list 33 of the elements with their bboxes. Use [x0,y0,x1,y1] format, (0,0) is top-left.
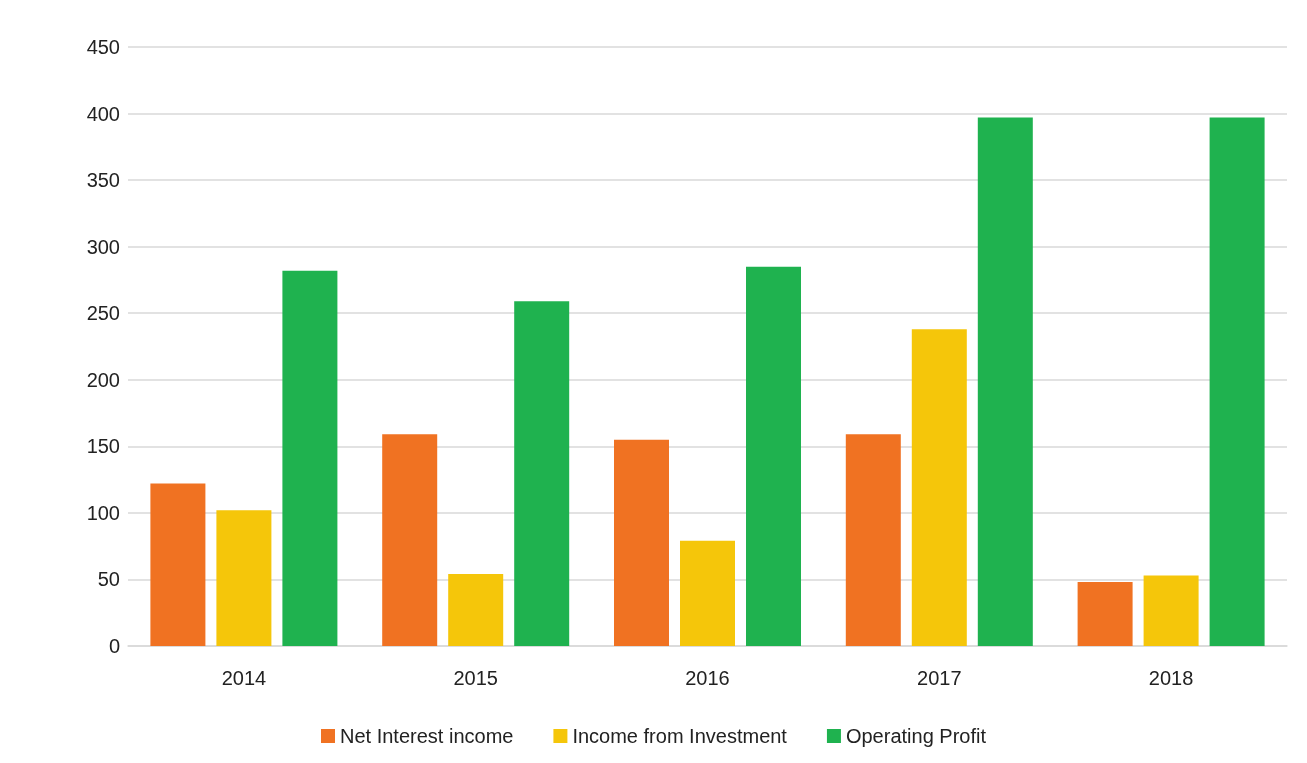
y-tick-label: 50 [97,568,120,591]
x-tick-label: 2016 [685,667,730,689]
bar [514,301,570,646]
y-tick-label: 0 [108,635,120,657]
x-tick-label: 2014 [221,667,267,689]
bar [680,540,735,646]
x-tick-label: 2017 [917,667,962,689]
x-tick-label: 2018 [1148,667,1194,689]
bar [1209,117,1265,646]
bar [845,434,901,646]
legend-label: Operating Profit [845,725,987,747]
legend-label: Net Interest income [340,725,514,747]
legend-label: Income from Investment [572,725,788,747]
bar [977,117,1033,646]
y-tick-label: 300 [86,235,120,258]
y-tick-label: 450 [86,36,120,58]
bar [382,434,438,646]
y-tick-label: 100 [86,501,120,524]
y-tick-label: 350 [86,169,120,192]
bar [216,510,272,646]
bar [448,574,504,646]
y-tick-label: 400 [86,102,120,125]
bar [911,329,967,646]
y-tick-label: 200 [86,368,120,391]
bar [1143,575,1199,646]
y-tick-label: 150 [86,435,120,458]
bar [614,439,669,646]
x-tick-label: 2015 [453,667,498,689]
bar [1077,582,1133,646]
y-tick-label: 250 [86,302,120,325]
bar [150,483,206,646]
bar [746,266,801,646]
bar [282,270,338,646]
